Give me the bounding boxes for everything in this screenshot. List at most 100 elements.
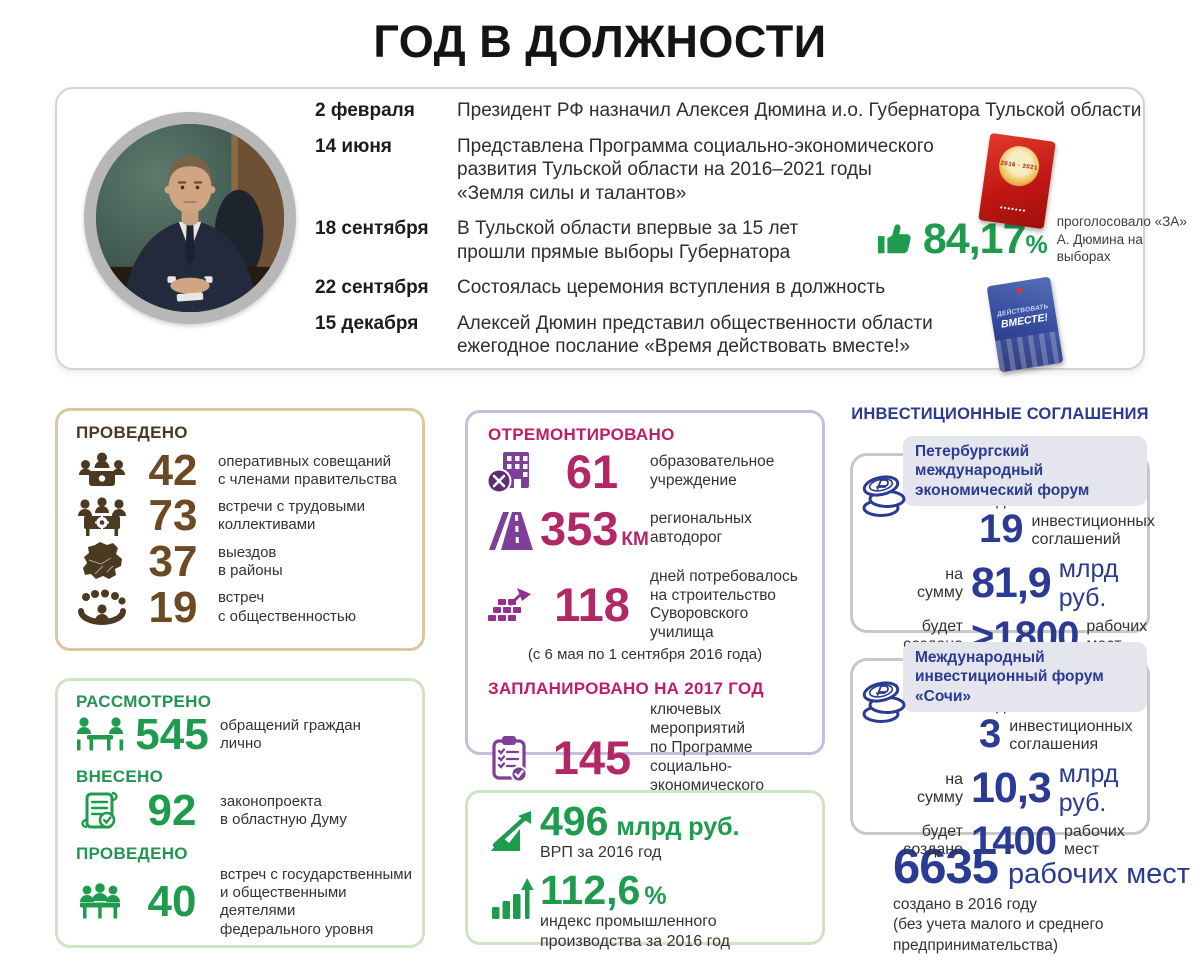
stat-value: 545 [135, 710, 209, 759]
stat-row: 545 обращений граждан лично [58, 710, 422, 759]
stat-label: региональных автодорог [650, 510, 752, 547]
vote-caption: проголосовало «ЗА» А. Дюмина на выборах [1056, 214, 1187, 265]
event-text: В Тульской области впервые за 15 лет про… [457, 218, 799, 263]
stat-row: 40 встреч с государственными и общественн… [58, 866, 422, 939]
citizen-reception-icon [70, 715, 130, 755]
event-text: Алексей Дюмин представил общественности … [457, 312, 933, 358]
program-emblem: 2016 · 2021 [996, 143, 1042, 189]
stat-value: 145 [552, 730, 632, 784]
event-date: 15 декабря [315, 312, 419, 334]
stat-label: встречи с трудовыми коллективами [218, 497, 365, 533]
economy-box: 496 млрд руб. ВРП за 2016 год 112,6% [465, 790, 825, 950]
signed-value: 19 [979, 507, 1024, 551]
stat-row: 37 выездов в районы [58, 536, 422, 586]
timeline-event: 18 сентября В Тульской области впервые з… [315, 217, 1145, 264]
event-text: Состоялась церемония вступления в должно… [457, 277, 886, 299]
stat-label: оперативных совещаний с членами правитель… [218, 452, 397, 488]
conducted-box: ПРОВЕДЕНО 42 оперативных совещаний с член… [55, 408, 425, 651]
construction-note: (с 6 мая по 1 сентября 2016 года) [527, 646, 763, 664]
bill-scroll-icon [70, 789, 130, 833]
stat-label: выездов в районы [218, 543, 283, 579]
stat-row: 145 ключевых мероприятий по Программе соц… [468, 701, 822, 814]
event-date: 14 июня [315, 135, 392, 157]
stat-value: 73 [148, 490, 198, 540]
stat-value: 61 [565, 444, 619, 498]
stat-row: 73 встречи с трудовыми коллективами [58, 490, 422, 540]
stat-value: 118 [554, 578, 630, 632]
stat-row: 118 дней потребовалось на строительство Су… [468, 568, 822, 644]
construction-block: 118 дней потребовалось на строительство Су… [468, 568, 822, 664]
work-collectives-icon [70, 495, 134, 537]
planned-header: ЗАПЛАНИРОВАНО НА 2017 ГОД [488, 679, 764, 699]
sochi-title: Международный инвестиционный форум «Сочи» [903, 642, 1147, 713]
stat-label: встреч с государственными и общественными… [220, 865, 412, 938]
road-icon [480, 508, 540, 551]
event-text: Представлена Программа социально-экономи… [457, 135, 934, 204]
stat-row: 19 встреч с общественностью [58, 582, 422, 632]
conducted-header: ПРОВЕДЕНО [76, 423, 188, 442]
industry-bars-icon [484, 876, 540, 920]
governor-portrait [84, 112, 296, 324]
program-booklet-cover: 2016 · 2021 ••••••• [978, 132, 1056, 230]
coins-icon [862, 681, 906, 723]
sum-value: 81,9 [971, 559, 1052, 608]
stat-value: 92 [147, 785, 197, 835]
timeline-event: 22 сентября Состоялась церемония вступле… [315, 276, 1145, 300]
signed-label-lines: инвестиционных соглашений [1031, 513, 1155, 549]
timeline-events: 2 февраля Президент РФ назначил Алексея … [315, 99, 1145, 371]
signed-value: 3 [979, 712, 1002, 756]
grp-stat: 496 млрд руб. ВРП за 2016 год [540, 798, 740, 861]
repaired-header: ОТРЕМОНТИРОВАНО [488, 425, 675, 444]
page-title: ГОД В ДОЛЖНОСТИ [373, 16, 827, 67]
industry-row: 112,6% индекс промышленного производства… [468, 863, 822, 952]
region-map-icon [70, 540, 134, 584]
reviewed-box: РАССМОТРЕНО 545 обращений граждан лично В… [55, 678, 425, 948]
address-booklet-cover: ДЕЙСТВОВАТЬ ВМЕСТЕ! [986, 276, 1064, 373]
signed-label-lines: инвестиционных соглашения [1009, 718, 1133, 754]
event-date: 18 сентября [315, 218, 429, 240]
investments-header: ИНВЕСТИЦИОННЫЕ СОГЛАШЕНИЯ [851, 405, 1149, 423]
timeline-event: 15 декабря Алексей Дюмин представил обще… [315, 312, 1145, 359]
sum-unit: млрд руб. [1058, 759, 1119, 817]
public-meeting-icon [70, 589, 134, 627]
school-repair-icon [480, 449, 540, 495]
growth-chart-icon [484, 807, 540, 853]
stat-value: 37 [148, 536, 198, 586]
checklist-icon [480, 734, 540, 782]
spief-title: Петербургский международный экономический… [903, 436, 1147, 507]
timeline-event: 2 февраля Президент РФ назначил Алексея … [315, 99, 1145, 123]
jobs-value: 1400 [971, 819, 1057, 864]
repaired-box: ОТРЕМОНТИРОВАНО 61 образовательное учрежд… [465, 410, 825, 813]
stat-label: дней потребовалось на строительство Суворо… [650, 567, 798, 642]
stat-label: обращений граждан лично [220, 716, 361, 752]
event-date: 2 февраля [315, 100, 415, 121]
stat-row: 353 КМ региональных автодорог [468, 502, 822, 555]
stat-row: 61 образовательное учреждение [468, 444, 822, 498]
event-text: Президент РФ назначил Алексея Дюмина и.о… [457, 100, 1142, 121]
stat-value: 19 [148, 582, 198, 632]
grp-row: 496 млрд руб. ВРП за 2016 год [468, 793, 822, 863]
jobs-total: 6635 рабочих мест создано в 2016 году (б… [893, 843, 1190, 956]
federal-meeting-icon [70, 882, 130, 922]
coins-icon [862, 475, 906, 517]
sum-value: 10,3 [971, 764, 1052, 813]
vote-result: 84,17% проголосовало «ЗА» А. Дюмина на в… [876, 213, 1200, 266]
stat-value: 353 КМ [540, 502, 649, 555]
address-booklet-emblem [1016, 286, 1024, 294]
industry-stat: 112,6% индекс промышленного производства… [540, 867, 731, 950]
stat-label: законопроекта в областную Думу [220, 792, 347, 828]
stat-row: 92 законопроекта в областную Думу [58, 785, 422, 835]
thumbs-up-icon [877, 224, 911, 254]
stat-value: 40 [147, 877, 197, 927]
stat-value: 42 [148, 446, 198, 495]
event-date: 22 сентября [315, 277, 429, 299]
submitted-header: ВНЕСЕНО [76, 766, 164, 786]
stat-label: образовательное учреждение [650, 453, 775, 489]
stat-label: встреч с общественностью [218, 589, 356, 625]
stat-label: ключевых мероприятий по Программе социаль… [650, 701, 764, 813]
government-meeting-icon [70, 451, 134, 491]
timeline-event: 14 июня Представлена Программа социально… [315, 135, 1145, 206]
conducted-federal-header: ПРОВЕДЕНО [76, 843, 188, 863]
jobs-total-note: создано в 2016 году (без учета малого и … [893, 896, 1104, 954]
